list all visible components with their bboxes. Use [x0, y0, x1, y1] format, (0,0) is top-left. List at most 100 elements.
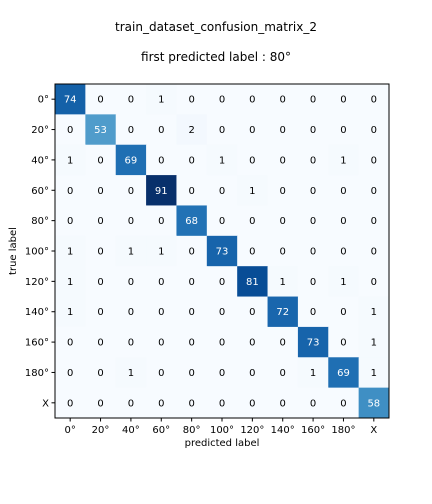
heatmap-cell [115, 144, 147, 176]
heatmap-cell [328, 235, 360, 267]
heatmap-cell [267, 296, 299, 328]
heatmap-cell [176, 296, 208, 328]
cell-value-label: 0 [188, 95, 194, 106]
heatmap-cell [146, 235, 177, 267]
cell-value-label: 0 [219, 277, 225, 288]
heatmap-cell [85, 175, 117, 206]
cell-value-label: 1 [371, 338, 377, 349]
heatmap-cell [206, 387, 238, 419]
heatmap-cell [206, 326, 238, 358]
heatmap-cell [358, 387, 390, 419]
heatmap-cell [55, 296, 86, 328]
heatmap-cell [297, 235, 329, 267]
heatmap-cell [267, 266, 299, 298]
heatmap-cell [328, 357, 360, 389]
heatmap-cell [176, 205, 208, 237]
cell-value-label: 0 [128, 95, 134, 106]
heatmap-cell [237, 266, 269, 298]
y-tick-label: 0° [38, 95, 49, 106]
heatmap-cell [146, 387, 177, 419]
cell-value-label: 1 [67, 247, 73, 258]
cell-value-label: 0 [158, 155, 164, 166]
heatmap-cell [85, 205, 117, 237]
heatmap-cell [55, 114, 86, 146]
cell-value-label: 68 [185, 216, 198, 227]
y-tick-label: 160° [25, 338, 49, 349]
cell-value-label: 73 [307, 338, 320, 349]
cell-value-label: 0 [249, 307, 255, 318]
heatmap-cell [55, 387, 86, 419]
cell-value-label: 1 [128, 368, 134, 379]
cell-value-label: 0 [97, 368, 103, 379]
heatmap-cell [206, 296, 238, 328]
heatmap-cell [115, 266, 147, 298]
cell-value-label: 0 [249, 216, 255, 227]
heatmap-cell [176, 235, 208, 267]
cell-value-label: 0 [188, 338, 194, 349]
heatmap-cell [55, 357, 86, 389]
cell-value-label: 0 [128, 186, 134, 197]
cell-value-label: 0 [340, 95, 346, 106]
cell-value-label: 0 [310, 155, 316, 166]
heatmap-cell [176, 387, 208, 419]
cell-value-label: 74 [64, 95, 77, 106]
heatmap-cell [146, 266, 177, 298]
cell-value-label: 0 [219, 125, 225, 136]
heatmap-cell [55, 266, 86, 298]
heatmap-cell [267, 144, 299, 176]
x-axis-ticks: 0° 20° 40° 60° 80° 100° 120° 140° 160° 180° X [64, 418, 377, 436]
heatmap-cell [237, 175, 269, 206]
cell-value-label: 0 [249, 125, 255, 136]
cell-value-label: 0 [188, 307, 194, 318]
heatmap-cell [237, 84, 269, 115]
heatmap-cell [146, 326, 177, 358]
heatmap-cell [237, 205, 269, 237]
x-tick-label: 80° [183, 425, 201, 436]
cell-value-label: 0 [67, 186, 73, 197]
x-tick-label: 60° [152, 425, 170, 436]
y-tick-label: 20° [31, 125, 49, 136]
cell-value-label: 0 [97, 398, 103, 409]
cell-value-label: 0 [310, 216, 316, 227]
cell-value-label: 0 [97, 216, 103, 227]
heatmap-cell [328, 296, 360, 328]
cell-value-label: 0 [158, 277, 164, 288]
heatmap-cell [206, 235, 238, 267]
cell-value-label: 0 [280, 216, 286, 227]
heatmap-cell [328, 205, 360, 237]
cell-value-label: 81 [246, 277, 259, 288]
heatmap-cell [328, 387, 360, 419]
heatmap-cell [206, 84, 238, 115]
heatmap-cell [267, 235, 299, 267]
heatmap-cells: 74 0 0 1 0 0 0 0 0 0 0 0 53 0 0 2 0 0 0 0 0 0 1 0 69 0 0 1 0 0 0 1 0 0 0 0 9… [55, 84, 390, 419]
cell-value-label: 0 [158, 338, 164, 349]
cell-value-label: 0 [371, 277, 377, 288]
x-tick-label: X [370, 425, 377, 436]
heatmap-cell [55, 205, 86, 237]
cell-value-label: 0 [280, 155, 286, 166]
cell-value-label: 58 [367, 398, 380, 409]
heatmap-cell [358, 266, 390, 298]
heatmap-cell [358, 357, 390, 389]
cell-value-label: 0 [97, 277, 103, 288]
cell-value-label: 1 [158, 247, 164, 258]
heatmap-cell [115, 326, 147, 358]
heatmap-cell [146, 357, 177, 389]
y-axis-label: true label [8, 227, 19, 275]
heatmap-cell [146, 205, 177, 237]
cell-value-label: 0 [371, 186, 377, 197]
cell-value-label: 0 [310, 186, 316, 197]
chart-subtitle: first predicted label : 80° [141, 50, 291, 64]
heatmap-cell [85, 144, 117, 176]
cell-value-label: 0 [280, 247, 286, 258]
cell-value-label: 0 [249, 95, 255, 106]
heatmap-cell [358, 175, 390, 206]
cell-value-label: 0 [219, 186, 225, 197]
x-tick-label: 0° [64, 425, 75, 436]
cell-value-label: 0 [158, 398, 164, 409]
cell-value-label: 0 [188, 277, 194, 288]
cell-value-label: 0 [97, 95, 103, 106]
heatmap-cell [328, 175, 360, 206]
cell-value-label: 0 [340, 186, 346, 197]
cell-value-label: 0 [280, 338, 286, 349]
